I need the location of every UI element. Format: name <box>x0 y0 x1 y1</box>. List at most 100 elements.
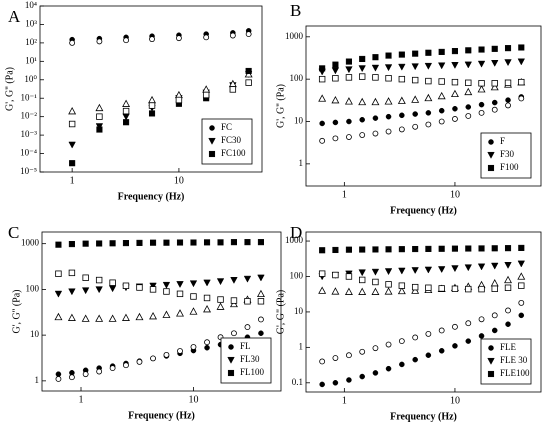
point <box>122 240 130 247</box>
legend-label: FLE <box>500 342 517 352</box>
point <box>203 34 210 41</box>
point <box>411 76 419 84</box>
point <box>257 298 265 305</box>
point <box>109 240 116 247</box>
point <box>465 320 472 327</box>
point <box>451 48 458 55</box>
point <box>372 246 379 253</box>
point <box>121 313 130 321</box>
point <box>504 275 512 284</box>
point <box>438 327 445 334</box>
point <box>477 85 486 93</box>
point <box>437 91 446 100</box>
point <box>217 296 224 303</box>
point <box>518 282 525 289</box>
point <box>346 377 352 383</box>
point <box>491 60 499 67</box>
point <box>319 358 326 365</box>
point <box>412 111 418 117</box>
point <box>398 267 406 275</box>
point <box>399 361 405 368</box>
point <box>109 279 116 286</box>
point <box>372 54 379 61</box>
point <box>425 284 432 291</box>
y-axis-label: G', G'' (Pa) <box>4 67 15 111</box>
point <box>464 87 473 96</box>
point <box>204 339 210 346</box>
point <box>331 287 340 295</box>
point <box>438 107 445 114</box>
point <box>204 344 210 351</box>
point <box>399 112 405 119</box>
point <box>464 61 472 69</box>
point <box>82 371 89 378</box>
point <box>437 266 446 274</box>
x-tick-label: 10 <box>188 394 198 405</box>
point <box>411 63 419 71</box>
point <box>258 316 264 323</box>
y-tick-label: 10⁻¹ <box>21 92 38 102</box>
point <box>318 270 326 277</box>
y-tick-label: 100 <box>290 73 304 83</box>
y-tick-label: 10⁻³ <box>21 129 38 139</box>
point <box>245 67 252 75</box>
point <box>231 330 237 337</box>
point <box>217 239 224 246</box>
point <box>518 299 525 306</box>
point <box>202 85 211 93</box>
point <box>149 239 157 246</box>
point <box>67 313 76 321</box>
legend-label: FLE 30 <box>500 355 528 365</box>
point <box>55 270 62 277</box>
point <box>425 121 432 128</box>
point <box>257 274 265 282</box>
y-tick-label: 0.1 <box>292 377 303 387</box>
point <box>123 362 129 369</box>
point <box>175 35 182 42</box>
x-axis-label: Frequency (Hz) <box>390 411 457 422</box>
point <box>122 99 131 107</box>
point <box>319 120 325 127</box>
point <box>478 109 485 116</box>
point <box>491 80 498 87</box>
point <box>332 119 339 126</box>
point <box>478 80 485 87</box>
panel: A 10⁻⁵ 10⁻⁴ 10⁻³ 10⁻² 10⁻¹ 10⁰ 10¹ 10² 10³ 10⁴ 1 10 F… <box>4 0 263 202</box>
x-axis-label: Frequency (Hz) <box>118 191 185 202</box>
point <box>371 287 380 295</box>
point <box>68 141 76 149</box>
point <box>425 49 432 56</box>
point <box>81 287 90 295</box>
point <box>517 58 526 66</box>
point <box>425 352 432 358</box>
legend-marker <box>487 164 495 172</box>
y-tick-label: 1 <box>299 341 304 351</box>
point <box>385 246 392 253</box>
point <box>257 239 264 246</box>
point <box>412 50 419 57</box>
point <box>95 276 103 284</box>
legend-label: F100 <box>500 162 519 172</box>
point <box>452 116 458 122</box>
point <box>424 266 433 274</box>
point <box>81 314 90 322</box>
point <box>425 330 432 337</box>
legend-label: FC <box>221 122 232 132</box>
point <box>491 285 498 292</box>
point <box>411 283 419 291</box>
point <box>438 348 445 354</box>
legend-marker <box>208 150 216 158</box>
point <box>478 333 485 339</box>
plot-frame <box>305 25 542 187</box>
plot-frame <box>39 5 263 173</box>
point <box>478 46 485 53</box>
point <box>398 126 405 133</box>
panel-label: A <box>8 7 21 26</box>
point <box>504 245 512 252</box>
panel-label: B <box>290 1 301 20</box>
point <box>518 312 525 319</box>
point <box>491 106 498 113</box>
point <box>95 286 103 294</box>
y-tick-label: 10 <box>294 306 304 316</box>
